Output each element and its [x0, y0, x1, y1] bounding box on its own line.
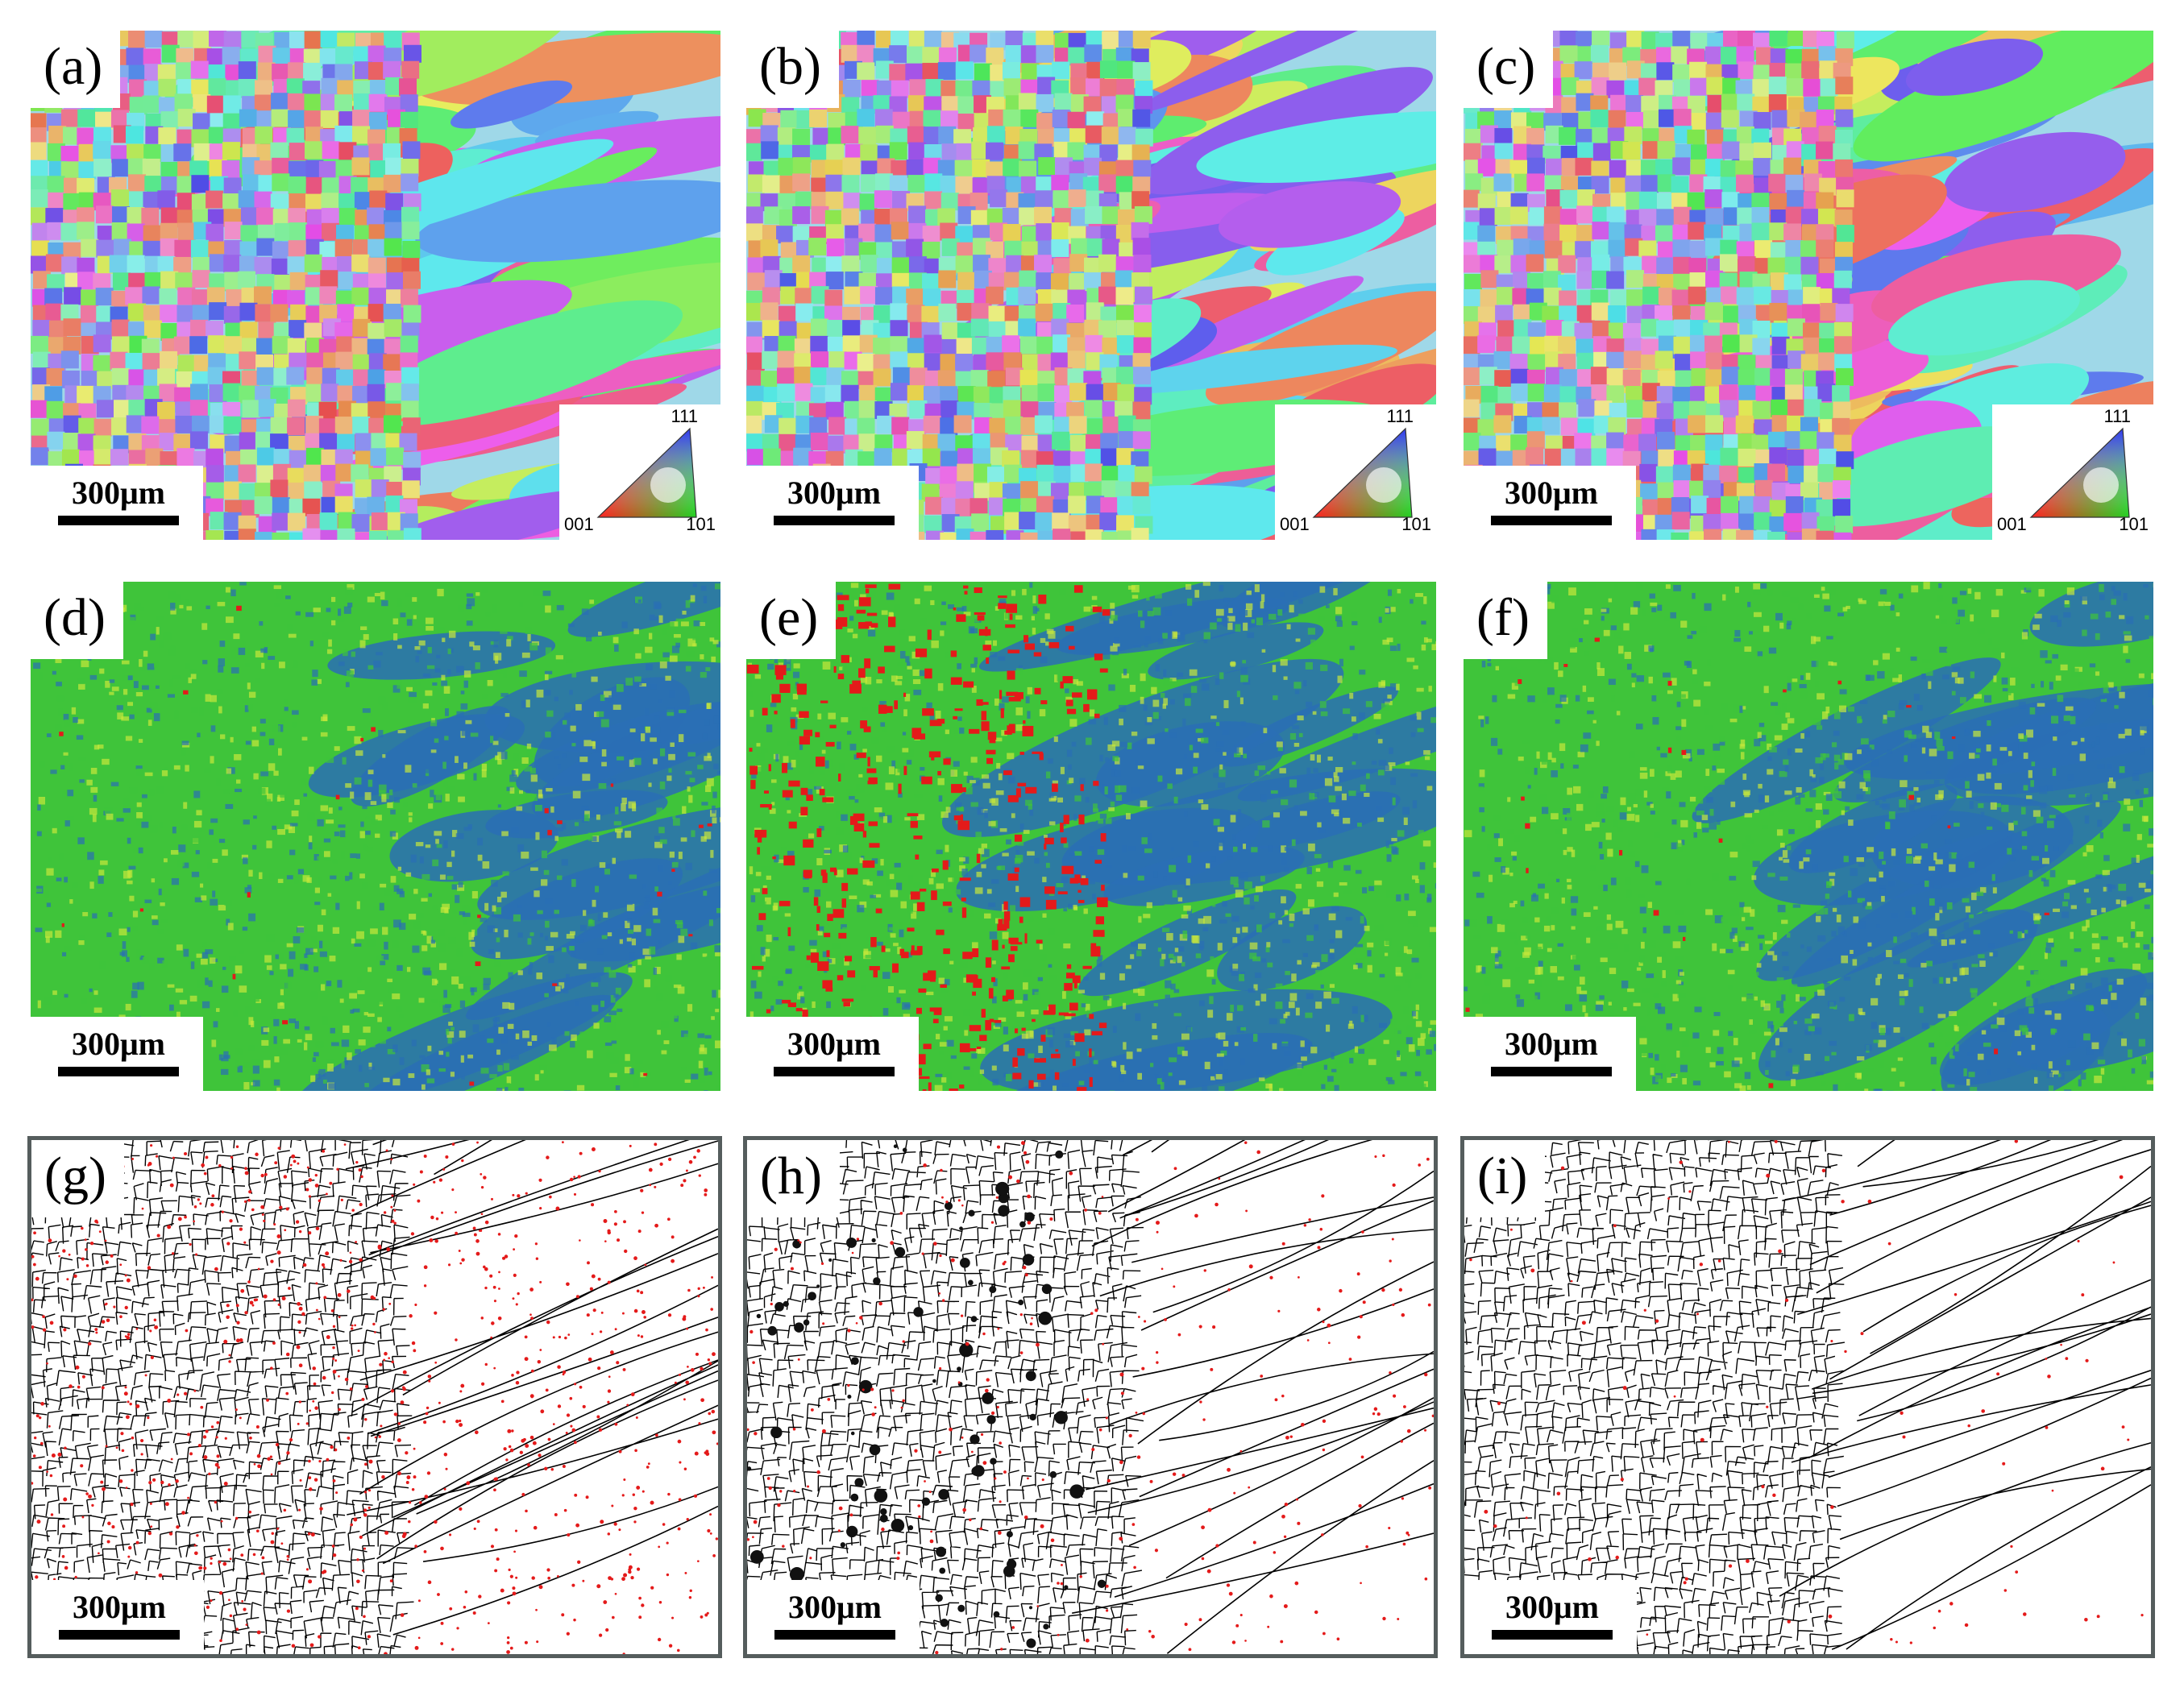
panel-label-a: (a)	[31, 31, 121, 108]
scale-bar-text-c: 300μm	[1505, 475, 1598, 511]
scale-bar-line-e	[774, 1067, 895, 1076]
scale-bar-line-c	[1491, 516, 1612, 525]
ipf-legend-b: 111 001 101	[1275, 404, 1436, 540]
scale-bar-line-b	[774, 516, 895, 525]
ipf-legend-001-b: 001	[1280, 514, 1310, 534]
scale-bar-text-a: 300μm	[72, 475, 165, 511]
panel-label-c: (c)	[1464, 31, 1554, 108]
panel-label-e: (e)	[746, 582, 837, 659]
scale-bar-text-b: 300μm	[787, 475, 881, 511]
scale-bar-line-a	[58, 516, 179, 525]
panel-a: (a) 300μm 111 001 101	[31, 31, 720, 540]
panel-d: (d) 300μm	[31, 582, 720, 1091]
panel-label-i: (i)	[1464, 1140, 1546, 1217]
panel-label-b: (b)	[746, 31, 839, 108]
scale-bar-line-f	[1491, 1067, 1612, 1076]
ipf-legend-101-c: 101	[2119, 514, 2149, 534]
scale-bar-text-h: 300μm	[788, 1589, 882, 1625]
panel-label-h: (h)	[747, 1140, 840, 1217]
kam-map-f	[1464, 582, 2153, 1091]
scale-bar-text-d: 300μm	[72, 1026, 165, 1062]
panel-h: (h) 300μm	[743, 1136, 1438, 1658]
scale-bar-c: 300μm	[1464, 466, 1636, 540]
ipf-triangle-c	[2029, 427, 2130, 518]
ipf-triangle-b	[1312, 427, 1413, 518]
scale-bar-line-h	[774, 1630, 895, 1640]
panel-g: (g) 300μm	[27, 1136, 722, 1658]
scale-bar-line-g	[59, 1630, 180, 1640]
scale-bar-b: 300μm	[746, 466, 919, 540]
panel-label-d: (d)	[31, 582, 123, 659]
ipf-legend-001-a: 001	[564, 514, 594, 534]
scale-bar-text-e: 300μm	[787, 1026, 881, 1062]
ipf-legend-a: 111 001 101	[559, 404, 720, 540]
panel-c: (c) 300μm 111 001 101	[1464, 31, 2153, 540]
ipf-legend-111-c: 111	[2103, 406, 2131, 426]
ipf-legend-001-c: 001	[1997, 514, 2027, 534]
scale-bar-h: 300μm	[747, 1580, 920, 1654]
ipf-legend-101-a: 101	[686, 514, 716, 534]
kam-map-d	[31, 582, 720, 1091]
panel-i: (i) 300μm	[1460, 1136, 2155, 1658]
boundary-map-g	[31, 1140, 718, 1654]
ipf-legend-111-b: 111	[1386, 406, 1414, 426]
scale-bar-line-d	[58, 1067, 179, 1076]
panel-label-g: (g)	[31, 1140, 124, 1217]
scale-bar-g: 300μm	[31, 1580, 204, 1654]
scale-bar-line-i	[1492, 1630, 1613, 1640]
scale-bar-e: 300μm	[746, 1017, 919, 1091]
panel-f: (f) 300μm	[1464, 582, 2153, 1091]
scale-bar-f: 300μm	[1464, 1017, 1636, 1091]
ipf-legend-101-b: 101	[1401, 514, 1431, 534]
boundary-map-h	[747, 1140, 1434, 1654]
panel-e: (e) 300μm	[746, 582, 1436, 1091]
scale-bar-text-f: 300μm	[1505, 1026, 1598, 1062]
scale-bar-a: 300μm	[31, 466, 203, 540]
ipf-legend-111-a: 111	[671, 406, 698, 426]
ipf-map-c	[1464, 31, 2153, 540]
ipf-triangle-a	[596, 427, 697, 518]
scale-bar-text-g: 300μm	[73, 1589, 166, 1625]
panel-b: (b) 300μm 111 001 101	[746, 31, 1436, 540]
scale-bar-text-i: 300μm	[1505, 1589, 1599, 1625]
kam-map-e	[746, 582, 1436, 1091]
scale-bar-i: 300μm	[1464, 1580, 1637, 1654]
ipf-legend-c: 111 001 101	[1992, 404, 2153, 540]
scale-bar-d: 300μm	[31, 1017, 203, 1091]
panel-label-f: (f)	[1464, 582, 1547, 659]
boundary-map-i	[1464, 1140, 2151, 1654]
